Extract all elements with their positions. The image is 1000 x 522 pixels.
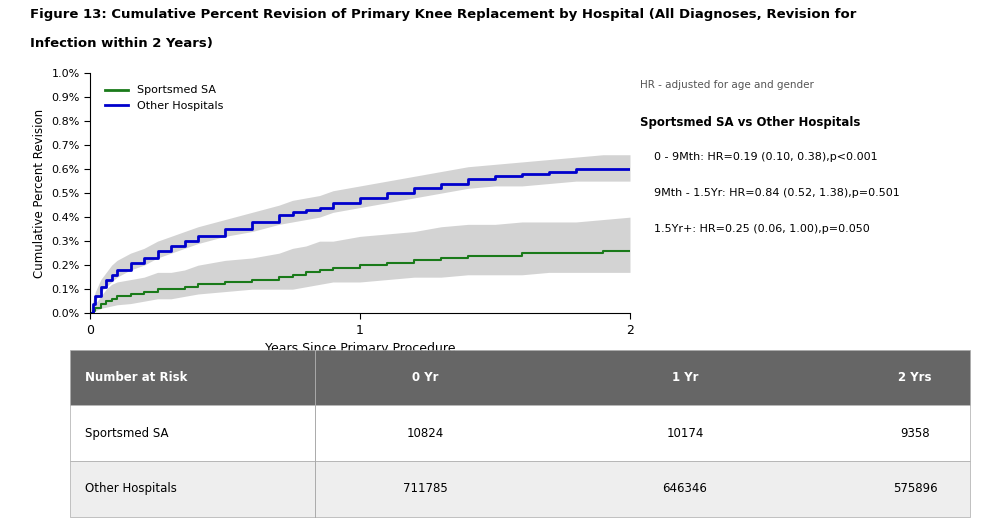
- Legend: Sportsmed SA, Other Hospitals: Sportsmed SA, Other Hospitals: [101, 81, 227, 115]
- Text: Infection within 2 Years): Infection within 2 Years): [30, 37, 212, 50]
- Text: HR - adjusted for age and gender: HR - adjusted for age and gender: [640, 80, 814, 90]
- Text: 9358: 9358: [900, 427, 930, 440]
- Text: 10174: 10174: [666, 427, 704, 440]
- Text: Other Hospitals: Other Hospitals: [85, 482, 177, 495]
- Text: 2 Yrs: 2 Yrs: [898, 371, 932, 384]
- Text: 646346: 646346: [663, 482, 707, 495]
- X-axis label: Years Since Primary Procedure: Years Since Primary Procedure: [265, 342, 455, 355]
- Text: Number at Risk: Number at Risk: [85, 371, 187, 384]
- Text: 711785: 711785: [403, 482, 447, 495]
- Text: 575896: 575896: [893, 482, 937, 495]
- Y-axis label: Cumulative Percent Revision: Cumulative Percent Revision: [33, 109, 46, 278]
- Text: Figure 13: Cumulative Percent Revision of Primary Knee Replacement by Hospital (: Figure 13: Cumulative Percent Revision o…: [30, 8, 856, 21]
- Text: Sportsmed SA vs Other Hospitals: Sportsmed SA vs Other Hospitals: [640, 116, 860, 129]
- Text: Sportsmed SA: Sportsmed SA: [85, 427, 168, 440]
- Text: 10824: 10824: [406, 427, 444, 440]
- Text: 9Mth - 1.5Yr: HR=0.84 (0.52, 1.38),p=0.501: 9Mth - 1.5Yr: HR=0.84 (0.52, 1.38),p=0.5…: [640, 188, 900, 198]
- Text: 0 Yr: 0 Yr: [412, 371, 438, 384]
- Text: 0 - 9Mth: HR=0.19 (0.10, 0.38),p<0.001: 0 - 9Mth: HR=0.19 (0.10, 0.38),p<0.001: [640, 152, 878, 162]
- Text: 1.5Yr+: HR=0.25 (0.06, 1.00),p=0.050: 1.5Yr+: HR=0.25 (0.06, 1.00),p=0.050: [640, 224, 870, 234]
- Text: 1 Yr: 1 Yr: [672, 371, 698, 384]
